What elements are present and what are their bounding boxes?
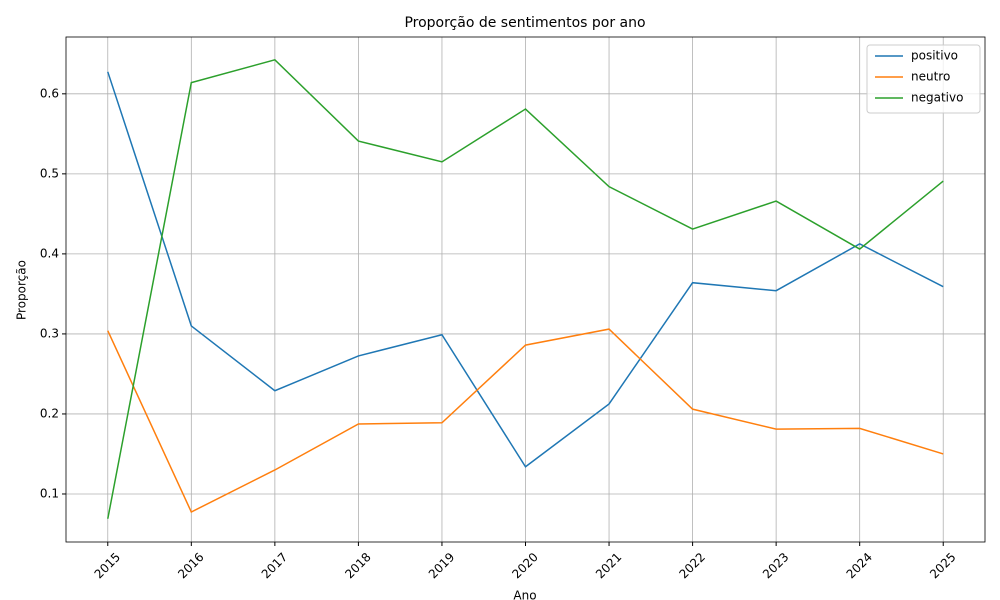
x-tick-label: 2024 [844, 550, 875, 581]
y-axis-label: Proporção [15, 260, 29, 320]
x-tick-label: 2021 [593, 550, 624, 581]
line [107, 58, 944, 519]
legend-label: negativo [911, 91, 963, 105]
legend-label: positivo [911, 49, 958, 63]
chart-title: Proporção de sentimentos por ano [404, 15, 645, 31]
line [107, 328, 944, 514]
x-tick-label: 2023 [760, 550, 791, 581]
x-axis-label: Ano [513, 589, 536, 600]
x-tick-label: 2015 [92, 550, 123, 581]
x-tick-label: 2018 [342, 550, 373, 581]
y-tick-label: 0.1 [40, 486, 59, 500]
x-tick-label: 2019 [426, 550, 457, 581]
legend-label: neutro [911, 70, 950, 84]
x-tick-label: 2016 [175, 550, 206, 581]
plot-frame [65, 36, 986, 543]
legend-box [866, 44, 981, 114]
y-tick-label: 0.3 [40, 326, 59, 340]
x-tick-label: 2025 [927, 550, 958, 581]
y-tick-label: 0.4 [40, 246, 59, 260]
x-tick-label: 2017 [259, 550, 290, 581]
y-tick-label: 0.5 [40, 166, 59, 180]
y-tick-label: 0.2 [40, 406, 59, 420]
x-tick-label: 2020 [509, 550, 540, 581]
y-tick-label: 0.6 [40, 86, 59, 100]
x-tick-label: 2022 [676, 550, 707, 581]
line [107, 71, 944, 468]
